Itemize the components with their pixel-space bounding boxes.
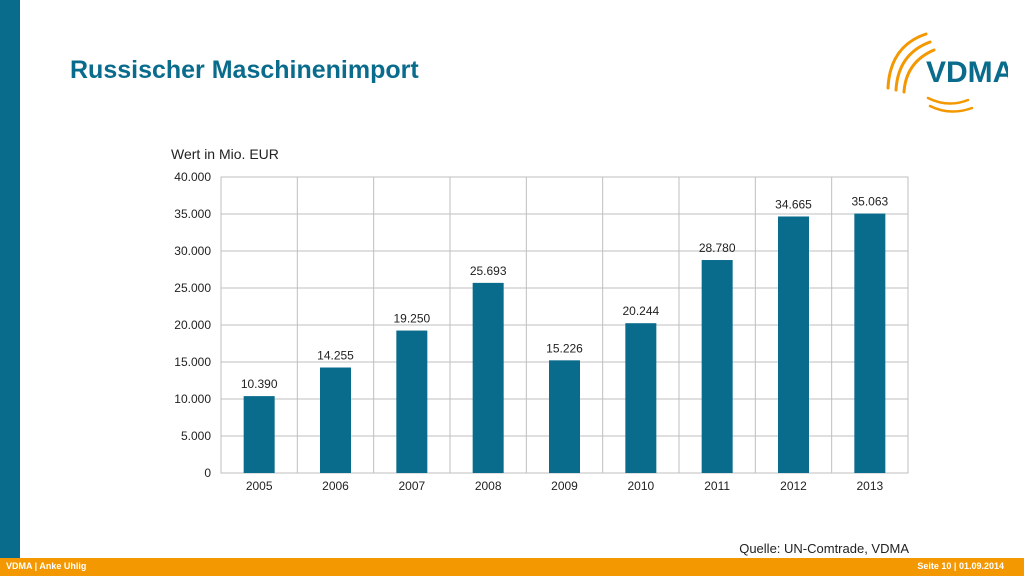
bar-value-label: 10.390: [241, 377, 278, 391]
source-note: Quelle: UN-Comtrade, VDMA: [739, 541, 909, 556]
x-tick-label: 2009: [551, 479, 578, 493]
x-tick-label: 2010: [627, 479, 654, 493]
footer-page-date: Seite 10 | 01.09.2014: [917, 561, 1004, 571]
bar-value-label: 25.693: [470, 264, 507, 278]
bar: [778, 216, 809, 473]
y-tick-label: 40.000: [174, 170, 211, 184]
chart-title: Wert in Mio. EUR: [171, 146, 279, 162]
bar-value-label: 35.063: [851, 195, 888, 209]
bar: [472, 282, 504, 473]
y-tick-label: 0: [204, 466, 211, 480]
vdma-logo: VDMA: [886, 32, 1008, 113]
bar: [854, 213, 886, 473]
bar: [320, 367, 351, 473]
x-tick-label: 2005: [246, 479, 273, 493]
footer-author: VDMA | Anke Uhlig: [6, 561, 87, 571]
bar: [625, 323, 657, 473]
x-tick-label: 2013: [856, 479, 883, 493]
bar: [396, 330, 428, 473]
y-tick-label: 25.000: [174, 281, 211, 295]
left-accent-bar: [0, 0, 20, 558]
bar-value-label: 34.665: [775, 197, 812, 211]
y-tick-label: 15.000: [174, 355, 211, 369]
y-tick-label: 30.000: [174, 244, 211, 258]
bar-value-label: 20.244: [622, 304, 659, 318]
bar-value-label: 28.780: [699, 241, 736, 255]
footer-bar: VDMA | Anke Uhlig Seite 10 | 01.09.2014: [0, 558, 1024, 576]
x-tick-label: 2007: [398, 479, 425, 493]
bar-value-label: 14.255: [317, 349, 354, 363]
y-tick-label: 10.000: [174, 392, 211, 406]
bar-value-label: 19.250: [393, 312, 430, 326]
x-tick-label: 2011: [704, 479, 730, 493]
x-tick-label: 2006: [322, 479, 349, 493]
y-tick-label: 5.000: [181, 429, 211, 443]
bar: [701, 260, 733, 473]
bar: [243, 396, 275, 473]
bar: [549, 360, 580, 473]
y-tick-label: 20.000: [174, 318, 211, 332]
x-tick-label: 2012: [780, 479, 807, 493]
x-tick-label: 2008: [475, 479, 502, 493]
y-tick-label: 35.000: [174, 207, 211, 221]
bar-value-label: 15.226: [546, 341, 583, 355]
logo-arcs-icon: [886, 32, 974, 113]
logo-text: VDMA: [926, 56, 1008, 89]
slide-title: Russischer Maschinenimport: [70, 56, 419, 84]
